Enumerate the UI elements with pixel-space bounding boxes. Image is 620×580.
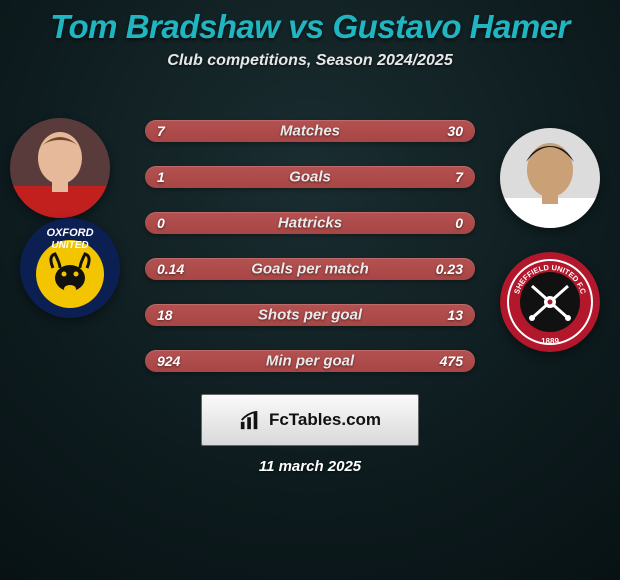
stat-right-value: 0 [455, 215, 463, 231]
stats-area: 7 Matches 30 1 Goals 7 0 Hattricks 0 0.14 Goals pe… [0, 120, 620, 396]
stat-right-value: 7 [455, 169, 463, 185]
stat-row: 7 Matches 30 [145, 120, 475, 142]
stat-left-value: 18 [157, 307, 173, 323]
fctables-attribution: FcTables.com [201, 394, 419, 446]
stat-right-value: 30 [447, 123, 463, 139]
stat-row: 18 Shots per goal 13 [145, 304, 475, 326]
page-subtitle: Club competitions, Season 2024/2025 [0, 52, 620, 70]
stat-row: 1 Goals 7 [145, 166, 475, 188]
stat-label: Matches [280, 123, 340, 140]
stat-right-value: 475 [440, 353, 463, 369]
stat-label: Hattricks [278, 215, 342, 232]
stat-left-value: 0.14 [157, 261, 184, 277]
stat-label: Goals per match [251, 261, 369, 278]
page-title: Tom Bradshaw vs Gustavo Hamer [0, 0, 620, 46]
fctables-label: FcTables.com [269, 410, 381, 430]
stat-row: 924 Min per goal 475 [145, 350, 475, 372]
stat-right-value: 0.23 [436, 261, 463, 277]
stat-left-value: 1 [157, 169, 165, 185]
stat-left-value: 0 [157, 215, 165, 231]
generated-date: 11 march 2025 [259, 458, 361, 475]
stat-label: Min per goal [266, 353, 354, 370]
stat-label: Goals [289, 169, 331, 186]
stat-label: Shots per goal [258, 307, 362, 324]
stat-left-value: 7 [157, 123, 165, 139]
stat-row: 0.14 Goals per match 0.23 [145, 258, 475, 280]
fctables-logo-icon [239, 409, 261, 431]
stat-row: 0 Hattricks 0 [145, 212, 475, 234]
stat-left-value: 924 [157, 353, 180, 369]
stat-right-value: 13 [447, 307, 463, 323]
